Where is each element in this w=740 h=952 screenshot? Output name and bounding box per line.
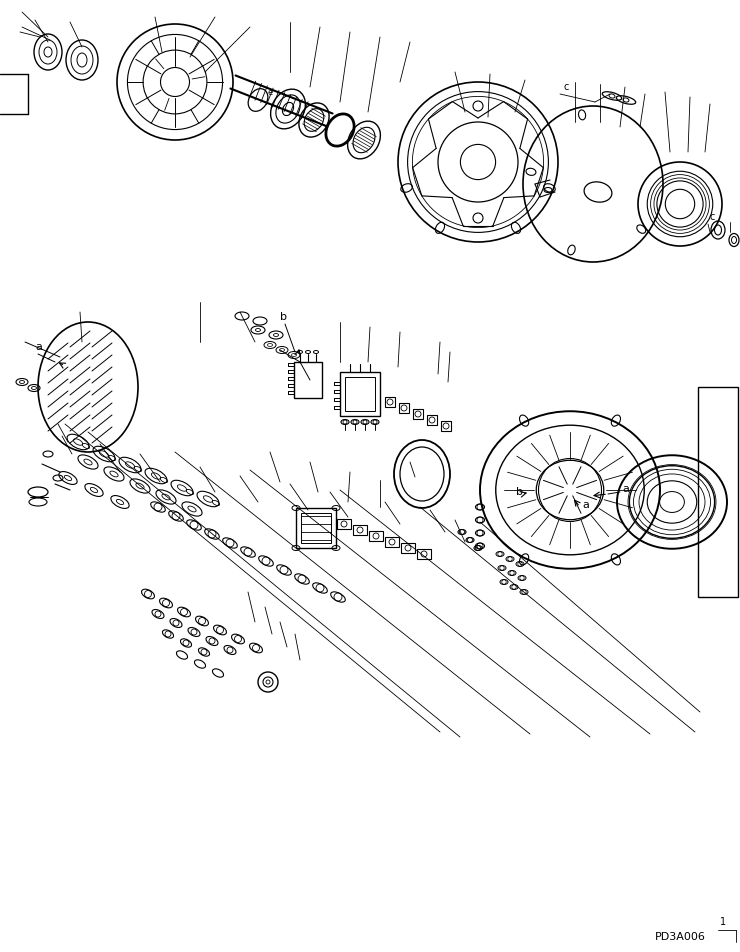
Bar	[427, 415, 437, 425]
Bar	[337, 519, 351, 529]
Bar	[698, 387, 738, 597]
Bar	[345, 377, 375, 411]
Bar	[369, 531, 383, 541]
Bar	[417, 549, 431, 559]
Text: b: b	[280, 312, 287, 322]
Bar	[401, 543, 415, 553]
Bar	[385, 537, 399, 547]
Text: e: e	[268, 88, 273, 97]
Bar	[296, 508, 336, 548]
Text: c: c	[710, 212, 716, 222]
Text: c: c	[563, 82, 568, 92]
Text: PD3A006: PD3A006	[655, 932, 706, 942]
Text: 1: 1	[720, 917, 726, 927]
Text: a: a	[582, 500, 589, 510]
Text: a: a	[622, 484, 629, 494]
Bar	[413, 409, 423, 419]
Bar	[399, 403, 409, 413]
Bar	[385, 397, 395, 407]
Text: b: b	[516, 487, 523, 497]
Bar	[301, 513, 331, 543]
Bar	[441, 421, 451, 431]
Bar	[340, 372, 380, 416]
Bar	[294, 362, 322, 398]
Bar	[353, 525, 367, 535]
Text: a: a	[35, 342, 42, 352]
